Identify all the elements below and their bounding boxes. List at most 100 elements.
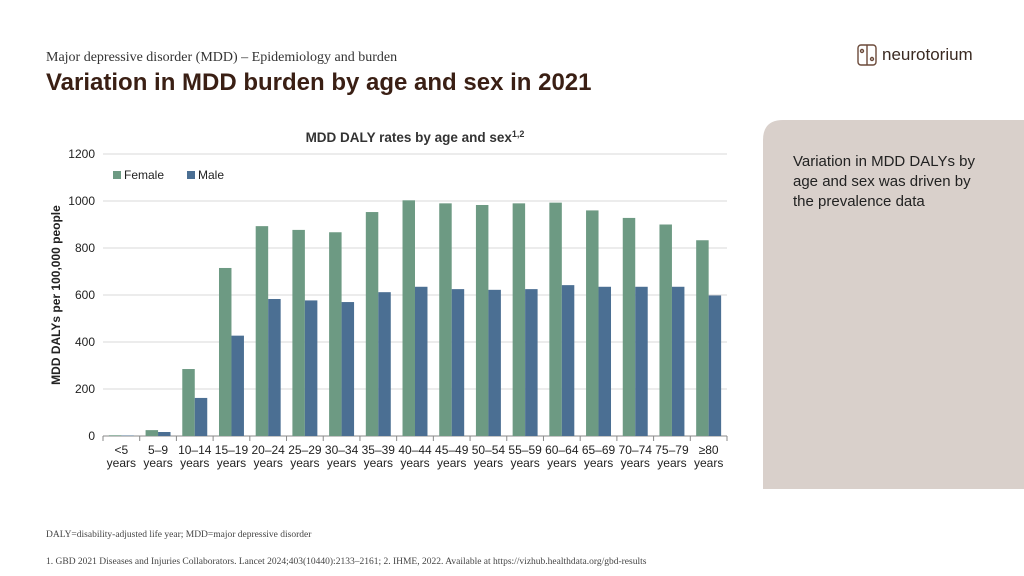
bar — [292, 229, 305, 436]
x-tick-label-line: years — [143, 456, 172, 470]
x-tick-label: 35–39 years — [362, 443, 396, 470]
x-tick-label-line: 30–34 — [325, 443, 359, 457]
x-tick-label-line: <5 — [115, 443, 129, 457]
x-tick-label: 20–24 years — [251, 443, 285, 470]
bar — [549, 202, 562, 436]
legend-label: Male — [198, 168, 224, 182]
bar — [231, 335, 244, 436]
x-tick-label: 40–44 years — [398, 443, 432, 470]
x-tick-label-line: years — [254, 456, 283, 470]
x-tick-label: 60–64 years — [545, 443, 579, 470]
x-tick-label: 25–29 years — [288, 443, 322, 470]
chart-title: MDD DALY rates by age and sex1,2 — [306, 129, 525, 145]
bar — [512, 203, 526, 436]
y-tick-label: 800 — [75, 241, 95, 255]
bar — [671, 286, 685, 436]
bar — [145, 430, 159, 436]
bar — [451, 289, 465, 436]
x-tick-label: ≥80 years — [694, 443, 723, 470]
bar — [561, 285, 575, 436]
x-tick-label-line: 20–24 — [251, 443, 285, 457]
bar — [439, 203, 452, 436]
x-tick-label-line: years — [180, 456, 209, 470]
x-tick-label-line: 75–79 — [655, 443, 689, 457]
x-tick-label-line: 40–44 — [398, 443, 432, 457]
footnote: DALY=disability-adjusted life year; MDD=… — [46, 529, 312, 540]
bar — [586, 210, 599, 436]
x-tick-label-line: years — [657, 456, 686, 470]
x-tick-label: <5 years — [107, 443, 136, 470]
x-tick-label-line: ≥80 — [699, 443, 719, 457]
x-tick-label: 75–79 years — [655, 443, 689, 470]
x-tick-label: 55–59 years — [508, 443, 542, 470]
bar — [708, 295, 722, 436]
bar — [659, 224, 672, 436]
x-tick-label: 15–19 years — [215, 443, 249, 470]
x-tick-label: 5–9 years — [143, 443, 172, 470]
x-tick-label: 10–14 years — [178, 443, 212, 470]
bar — [378, 292, 391, 436]
chart-title-superscript: 1,2 — [512, 129, 525, 139]
footnote: 1. GBD 2021 Diseases and Injuries Collab… — [46, 556, 647, 567]
chart-title-text: MDD DALY rates by age and sex — [306, 130, 513, 145]
bar — [635, 286, 648, 436]
legend-label: Female — [124, 168, 164, 182]
x-tick-label-line: years — [437, 456, 466, 470]
x-tick-label-line: 70–74 — [619, 443, 653, 457]
sidebar-text: Variation in MDD DALYs by age and sex was… — [793, 153, 976, 210]
sidebar-panel — [763, 120, 1024, 489]
bar — [304, 300, 318, 436]
legend-swatch — [187, 171, 195, 179]
x-tick-label: 65–69 years — [582, 443, 616, 470]
x-tick-label: 45–49 years — [435, 443, 469, 470]
x-tick-label-line: years — [621, 456, 650, 470]
x-tick-label-line: 35–39 — [362, 443, 396, 457]
bar — [329, 232, 342, 436]
x-tick-label: 30–34 years — [325, 443, 359, 470]
sidebar-line: the prevalence data — [793, 193, 925, 210]
x-tick-label-line: 10–14 — [178, 443, 212, 457]
x-tick-label-line: 50–54 — [472, 443, 506, 457]
logo-text: neurotorium — [882, 45, 973, 64]
x-tick-label-line: years — [217, 456, 246, 470]
x-tick-label-line: 15–19 — [215, 443, 249, 457]
x-tick-label: 70–74 years — [619, 443, 653, 470]
bar — [415, 286, 428, 436]
bar — [365, 212, 379, 436]
y-tick-label: 0 — [88, 429, 95, 443]
bar — [194, 397, 208, 436]
bar — [696, 240, 709, 436]
x-tick-label-line: 5–9 — [148, 443, 168, 457]
x-tick-label-line: 55–59 — [508, 443, 542, 457]
bar — [622, 217, 636, 436]
y-tick-label: 400 — [75, 335, 95, 349]
bar — [218, 267, 232, 436]
slide-title: Variation in MDD burden by age and sex i… — [46, 69, 591, 96]
bar — [525, 289, 538, 436]
bar — [268, 298, 281, 436]
x-tick-label-line: years — [400, 456, 429, 470]
x-tick-label-line: years — [327, 456, 356, 470]
logo-icon — [857, 44, 877, 66]
x-tick-label-line: years — [290, 456, 319, 470]
x-tick-label-line: years — [107, 456, 136, 470]
y-tick-label: 1000 — [68, 194, 95, 208]
sidebar-line: age and sex was driven by — [793, 173, 971, 190]
bar — [598, 286, 612, 436]
x-tick-label-line: years — [474, 456, 503, 470]
bar — [402, 200, 415, 436]
x-tick-label-line: years — [364, 456, 393, 470]
x-tick-label-line: years — [694, 456, 723, 470]
x-tick-label-line: 60–64 — [545, 443, 579, 457]
y-tick-label: 200 — [75, 382, 95, 396]
y-tick-label: 600 — [75, 288, 95, 302]
y-axis-label: MDD DALYs per 100,000 people — [49, 205, 63, 385]
x-tick-label-line: years — [510, 456, 539, 470]
x-tick-label-line: 25–29 — [288, 443, 322, 457]
bar — [341, 302, 355, 436]
x-tick-label-line: 65–69 — [582, 443, 616, 457]
legend-swatch — [113, 171, 121, 179]
y-tick-label: 1200 — [68, 147, 95, 161]
